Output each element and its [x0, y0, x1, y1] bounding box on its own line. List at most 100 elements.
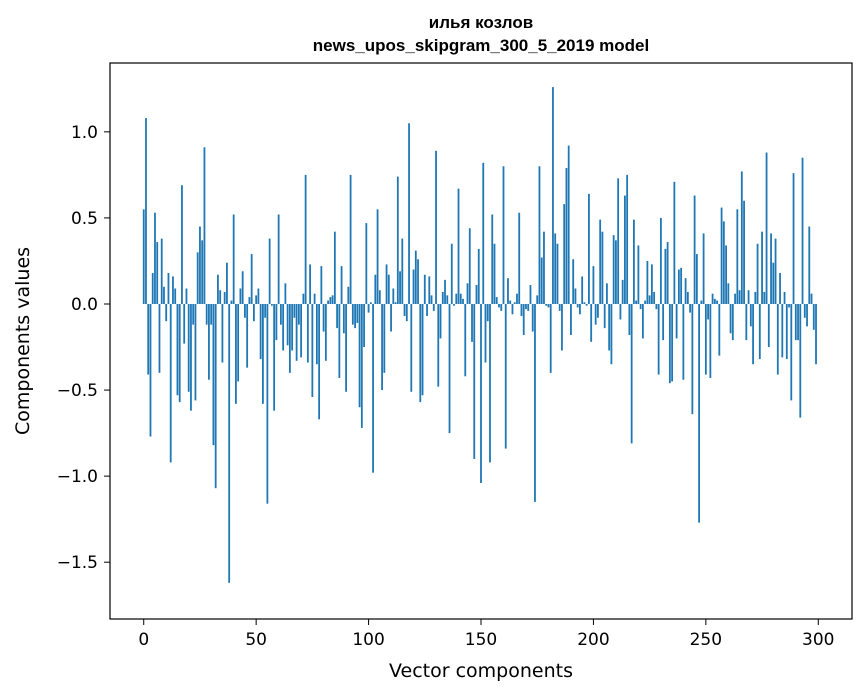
- bar: [754, 291, 757, 304]
- bar: [603, 303, 606, 329]
- chart-title-line1: илья козлов: [429, 13, 533, 32]
- bar: [279, 303, 282, 325]
- bar: [277, 214, 280, 304]
- bar: [570, 303, 572, 335]
- bar: [648, 295, 651, 304]
- bar: [455, 293, 458, 304]
- bar: [169, 303, 172, 463]
- bar: [156, 242, 159, 304]
- bar: [376, 209, 379, 304]
- bar: [432, 303, 435, 311]
- bar: [713, 298, 716, 304]
- bar: [223, 291, 226, 304]
- y-tick-label: 0.5: [71, 209, 98, 229]
- bar: [183, 303, 186, 344]
- bar: [606, 283, 608, 304]
- bar: [385, 264, 388, 304]
- bar: [340, 266, 343, 304]
- bar: [522, 303, 525, 335]
- bar: [408, 123, 410, 304]
- bar: [203, 147, 206, 304]
- bar: [221, 303, 224, 363]
- bar: [273, 303, 276, 411]
- bar: [646, 260, 649, 304]
- bar: [767, 303, 770, 348]
- bar: [792, 173, 795, 304]
- bar: [718, 303, 721, 356]
- bar: [619, 303, 622, 320]
- bar: [349, 174, 352, 304]
- bar: [437, 303, 440, 387]
- bar: [459, 293, 462, 304]
- bar: [174, 288, 177, 304]
- bar: [666, 242, 669, 304]
- bar: [291, 303, 294, 351]
- bar: [444, 279, 446, 304]
- bar: [749, 303, 752, 327]
- x-tick-label: 300: [802, 630, 834, 650]
- bar: [383, 303, 386, 373]
- bar: [556, 243, 559, 304]
- bar: [633, 219, 635, 304]
- bar: [484, 303, 487, 363]
- bar: [390, 303, 392, 332]
- bar: [331, 295, 334, 304]
- bar: [621, 279, 624, 304]
- bar: [405, 303, 408, 322]
- bar: [475, 285, 478, 304]
- bar: [288, 303, 291, 373]
- bar: [318, 303, 321, 420]
- bar: [628, 303, 631, 335]
- bar: [740, 171, 743, 304]
- bar: [381, 303, 383, 391]
- bar: [172, 276, 174, 304]
- bar: [297, 303, 300, 325]
- bar: [772, 262, 775, 304]
- bar: [668, 303, 671, 384]
- bar: [151, 273, 154, 304]
- bar: [783, 291, 786, 304]
- bar: [727, 283, 730, 304]
- bar: [534, 303, 536, 502]
- bar: [464, 303, 467, 377]
- x-axis-label: Vector components: [389, 660, 573, 682]
- bar: [327, 300, 329, 304]
- bar: [664, 248, 667, 304]
- bar: [486, 303, 489, 322]
- bar: [441, 291, 444, 304]
- bar: [808, 226, 811, 304]
- bar: [540, 257, 543, 304]
- bar: [671, 303, 674, 382]
- bar: [624, 195, 626, 304]
- bar: [453, 303, 455, 306]
- bar: [235, 303, 237, 404]
- bar: [313, 293, 316, 304]
- bar: [561, 303, 563, 351]
- bar: [567, 145, 570, 304]
- y-tick-label: −0.5: [57, 381, 98, 401]
- bar: [165, 303, 168, 322]
- bar: [410, 303, 413, 392]
- bar: [423, 274, 426, 304]
- bar: [659, 217, 662, 304]
- bar: [554, 233, 557, 304]
- bar: [725, 245, 727, 304]
- bar: [417, 259, 419, 304]
- bar: [547, 303, 550, 308]
- bar: [356, 303, 359, 323]
- bar: [241, 271, 244, 304]
- bar: [187, 303, 190, 392]
- bar: [653, 291, 656, 304]
- y-tick-label: 1.0: [71, 123, 98, 143]
- bar: [700, 300, 703, 304]
- bar: [412, 269, 415, 304]
- bar: [167, 273, 170, 304]
- bar: [698, 303, 700, 523]
- bar: [142, 209, 145, 304]
- bar: [686, 291, 689, 304]
- bar: [457, 188, 460, 304]
- bar: [797, 303, 799, 341]
- bar: [284, 283, 287, 304]
- bar: [590, 303, 593, 342]
- bar: [414, 250, 417, 304]
